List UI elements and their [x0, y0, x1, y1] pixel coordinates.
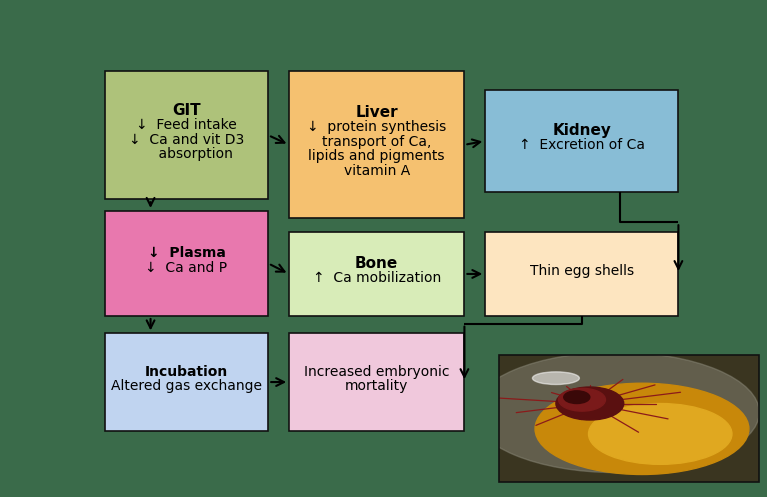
Text: ↑  Excretion of Ca: ↑ Excretion of Ca	[518, 138, 645, 152]
FancyBboxPatch shape	[105, 211, 268, 316]
Text: GIT: GIT	[173, 103, 201, 118]
Text: ↓  Ca and vit D3: ↓ Ca and vit D3	[129, 133, 244, 147]
Text: lipids and pigments: lipids and pigments	[308, 150, 445, 164]
Text: Bone: Bone	[355, 256, 398, 271]
Ellipse shape	[588, 404, 732, 464]
FancyBboxPatch shape	[289, 232, 465, 316]
FancyBboxPatch shape	[105, 71, 268, 199]
Ellipse shape	[535, 383, 749, 475]
Text: Incubation: Incubation	[145, 365, 228, 379]
Text: ↓  Ca and P: ↓ Ca and P	[146, 261, 228, 275]
Text: ↓  Feed intake: ↓ Feed intake	[137, 118, 237, 132]
Text: ↓  protein synthesis: ↓ protein synthesis	[307, 120, 446, 134]
Circle shape	[558, 388, 605, 411]
Circle shape	[564, 391, 590, 404]
FancyBboxPatch shape	[289, 71, 465, 219]
Text: mortality: mortality	[345, 379, 409, 394]
Text: vitamin A: vitamin A	[344, 164, 410, 178]
Text: Altered gas exchange: Altered gas exchange	[111, 379, 262, 394]
Circle shape	[556, 387, 624, 420]
Text: absorption: absorption	[140, 147, 232, 161]
FancyBboxPatch shape	[486, 232, 679, 316]
Text: Increased embryonic: Increased embryonic	[304, 365, 449, 379]
FancyBboxPatch shape	[486, 90, 679, 192]
Text: ↓  Plasma: ↓ Plasma	[147, 246, 225, 260]
Text: Liver: Liver	[355, 105, 398, 120]
FancyBboxPatch shape	[105, 333, 268, 431]
Text: Thin egg shells: Thin egg shells	[530, 264, 634, 278]
Ellipse shape	[532, 372, 579, 385]
FancyBboxPatch shape	[289, 333, 465, 431]
Ellipse shape	[472, 352, 759, 473]
Text: Kidney: Kidney	[552, 123, 611, 138]
Text: ↑  Ca mobilization: ↑ Ca mobilization	[313, 271, 441, 285]
Text: transport of Ca,: transport of Ca,	[322, 135, 431, 149]
